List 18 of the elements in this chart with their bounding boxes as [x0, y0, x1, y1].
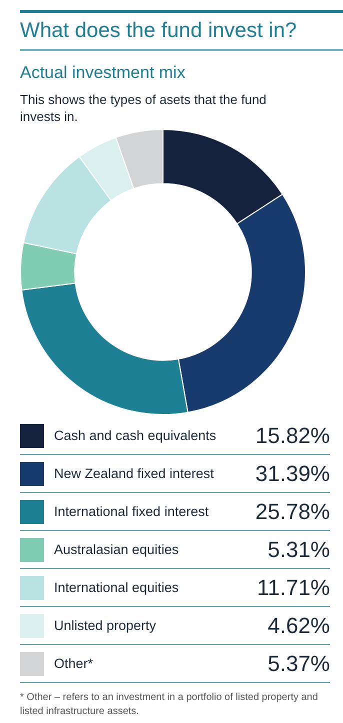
legend-label: Unlisted property [54, 618, 158, 633]
chart-title: What does the fund invest in? [20, 10, 343, 51]
legend-label: New Zealand fixed interest [54, 466, 215, 481]
data-label: 25.78% [255, 498, 330, 524]
data-label: 31.39% [255, 460, 330, 486]
data-label: 5.37% [268, 650, 330, 676]
data-label: 5.31% [268, 536, 330, 562]
legend-label: Other* [54, 656, 94, 671]
legend-label: International equities [54, 580, 180, 595]
data-label: 15.82% [255, 422, 330, 448]
chart-subtitle: Actual investment mix [20, 63, 186, 83]
legend-label: International fixed interest [54, 504, 210, 519]
data-label: 4.62% [268, 612, 330, 638]
text: This shows the types of asets that the fund invests in. [20, 91, 268, 125]
legend-label: Cash and cash equivalents [54, 428, 218, 443]
text: * Other – refers to an investment in a portfolio of listed property and listed infrastructure assets. [20, 691, 319, 719]
data-label: 11.71% [257, 574, 330, 600]
legend-label: Australasian equities [54, 542, 180, 557]
